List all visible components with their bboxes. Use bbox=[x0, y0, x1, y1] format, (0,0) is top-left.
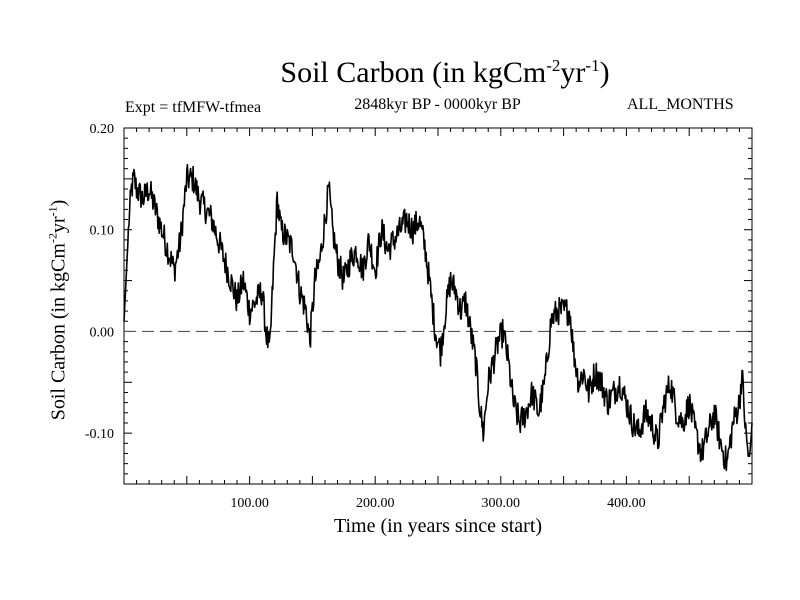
x-tick-label: 400.00 bbox=[607, 496, 646, 511]
months-label: ALL_MONTHS bbox=[627, 96, 734, 113]
x-tick-label: 100.00 bbox=[230, 496, 269, 511]
chart-title: Soil Carbon (in kgCm-2yr-1) bbox=[280, 56, 610, 89]
x-axis-label: Time (in years since start) bbox=[333, 515, 543, 537]
y-tick-label: 0.10 bbox=[90, 224, 115, 239]
y-tick-label: 0.20 bbox=[90, 122, 115, 137]
y-tick-label: -0.10 bbox=[85, 427, 114, 442]
x-tick-label: 200.00 bbox=[356, 496, 395, 511]
y-tick-label: 0.00 bbox=[90, 325, 115, 340]
period-label: 2848kyr BP - 0000kyr BP bbox=[354, 96, 521, 113]
experiment-label: Expt = tfMFW-tfmea bbox=[125, 99, 262, 116]
series-line-soil-carbon bbox=[123, 163, 753, 472]
x-tick-label: 300.00 bbox=[482, 496, 521, 511]
